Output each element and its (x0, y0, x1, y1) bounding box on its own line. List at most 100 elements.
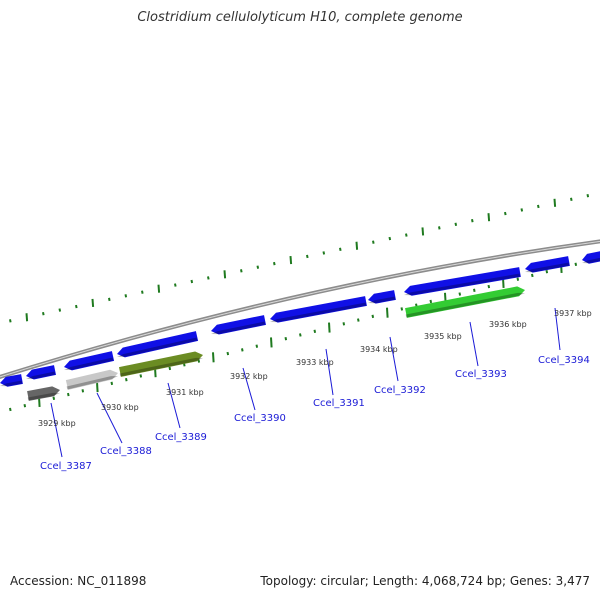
leader-line (242, 367, 256, 411)
inner-tick (197, 359, 201, 363)
outer-tick (174, 283, 177, 287)
inner-tick (226, 351, 230, 356)
outer-tick (256, 265, 260, 269)
leader-line (554, 307, 561, 351)
inner-tick (270, 337, 273, 348)
outer-tick (58, 308, 62, 312)
gene-label[interactable]: Ccel_3392 (374, 385, 426, 396)
inner-tick (400, 307, 404, 311)
gene-upper-2 (26, 365, 57, 380)
outer-tick (537, 204, 540, 209)
backbone-highlight (0, 240, 600, 378)
outer-tick (141, 290, 144, 294)
gene-label[interactable]: Ccel_3388 (100, 446, 152, 457)
gene-upper-7 (368, 290, 396, 304)
tick-track (9, 193, 592, 412)
inner-tick (52, 396, 56, 400)
outer-tick (372, 240, 375, 244)
outer-tick (339, 247, 342, 252)
outer-tick (124, 294, 128, 298)
inner-tick (357, 318, 360, 322)
inner-tick (458, 292, 462, 296)
inner-tick (328, 322, 331, 333)
gene-lower-4-arrow (405, 286, 525, 318)
gene-upper-2-shade (26, 371, 56, 380)
gene-upper-9-arrow (525, 256, 570, 273)
gene-upper-4-shade (117, 337, 198, 357)
gene-upper-1-arrow (0, 374, 23, 387)
gene-upper-6 (270, 296, 367, 323)
inner-tick (429, 299, 433, 304)
outer-tick (570, 197, 573, 201)
outer-tick (355, 241, 359, 250)
outer-tick (240, 269, 243, 273)
genome-summary-text: Topology: circular; Length: 4,068,724 bp… (260, 574, 590, 588)
outer-tick (108, 297, 111, 302)
gene-track (0, 251, 600, 401)
genome-backbone (0, 239, 600, 379)
outer-tick (75, 304, 78, 309)
gene-label[interactable]: Ccel_3394 (538, 355, 590, 366)
inner-tick (110, 381, 114, 386)
kbp-label: 3931 kbp (166, 388, 204, 397)
inner-tick (545, 270, 549, 274)
inner-tick (125, 377, 128, 382)
inner-tick (473, 288, 476, 293)
outer-tick (42, 311, 45, 316)
gene-upper-3 (64, 351, 115, 371)
gene-label[interactable]: Ccel_3387 (40, 461, 92, 472)
leader-line (469, 321, 479, 367)
gene-lower-2 (65, 369, 118, 390)
gene-label[interactable]: Ccel_3393 (455, 369, 507, 380)
kbp-label: 3929 kbp (38, 419, 76, 428)
outer-tick (520, 208, 524, 212)
inner-tick (255, 344, 259, 348)
outer-tick (91, 298, 95, 308)
outer-tick (471, 219, 474, 223)
outer-tick (421, 227, 425, 236)
gene-upper-5-arrow (211, 315, 266, 335)
inner-tick (67, 392, 70, 397)
gene-lower-2-shade (66, 376, 118, 390)
leader-line (325, 348, 334, 396)
outer-tick (190, 279, 194, 284)
inner-tick (96, 382, 99, 393)
labels: 3929 kbp 3930 kbp 3931 kbp 3932 kbp 3933 kbp… (38, 309, 592, 472)
gene-label[interactable]: Ccel_3390 (234, 413, 286, 424)
gene-upper-9-shade (525, 262, 570, 273)
inner-tick (342, 322, 346, 326)
gene-upper-10 (582, 251, 600, 264)
inner-tick (168, 366, 172, 371)
leader-line (389, 336, 399, 382)
inner-tick (531, 273, 534, 278)
outer-tick (25, 313, 29, 322)
gene-lower-1 (27, 386, 60, 401)
gene-lower-3-arrow (118, 351, 203, 377)
gene-upper-10-arrow (582, 251, 600, 264)
outer-tick (223, 270, 227, 279)
kbp-label: 3934 kbp (360, 345, 398, 354)
gene-upper-4 (117, 331, 199, 358)
gene-lower-2-arrow (65, 369, 118, 390)
inner-tick (574, 262, 578, 266)
outer-tick (9, 319, 12, 323)
gene-lower-1-shade (27, 392, 60, 401)
leader-line (50, 402, 63, 458)
outer-tick (454, 222, 458, 226)
gene-upper-3-shade (64, 357, 114, 370)
gene-lower-4 (405, 286, 525, 318)
kbp-label: 3935 kbp (424, 332, 462, 341)
gene-label[interactable]: Ccel_3389 (155, 432, 207, 443)
kbp-label: 3937 kbp (554, 309, 592, 318)
inner-tick (386, 307, 389, 318)
outer-tick (306, 254, 309, 259)
inner-tick (371, 314, 375, 319)
gene-label[interactable]: Ccel_3391 (313, 398, 365, 409)
gene-upper-5-shade (211, 321, 266, 335)
gene-upper-7-shade (368, 296, 396, 304)
kbp-label: 3932 kbp (230, 372, 268, 381)
inner-tick (9, 407, 12, 412)
outer-tick (207, 276, 210, 280)
inner-tick (241, 348, 244, 352)
inner-tick (299, 333, 302, 337)
